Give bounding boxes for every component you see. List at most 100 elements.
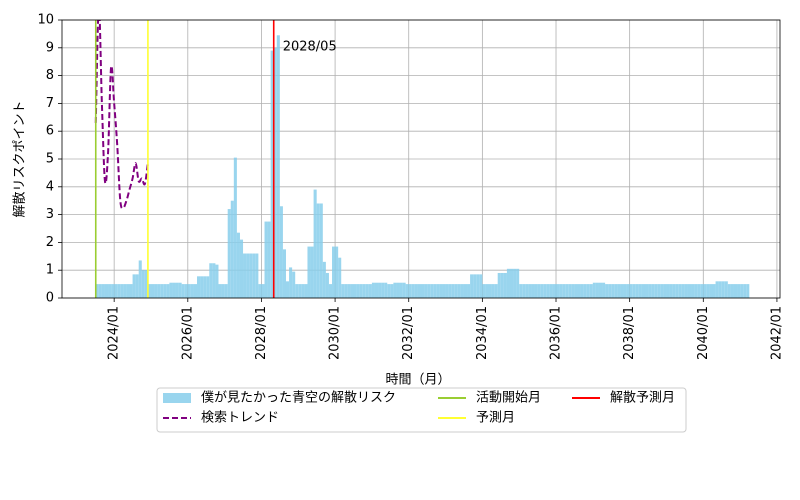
bar <box>549 284 553 298</box>
bar <box>727 284 731 298</box>
x-tick-label: 2032/01 <box>401 306 416 360</box>
bar <box>147 284 151 298</box>
bar <box>721 281 725 298</box>
bar <box>276 35 280 298</box>
bar <box>316 203 320 298</box>
bar <box>215 264 219 298</box>
bar <box>393 282 397 298</box>
bar <box>135 274 139 298</box>
y-tick-label: 4 <box>46 179 54 194</box>
bar <box>356 284 360 298</box>
bar <box>525 284 529 298</box>
bar <box>292 271 296 298</box>
bar <box>273 47 277 298</box>
bar <box>623 284 627 298</box>
bar <box>267 221 271 298</box>
bar <box>730 284 734 298</box>
y-tick-label: 9 <box>46 40 54 55</box>
bar <box>516 268 520 298</box>
y-tick-label: 10 <box>37 13 54 28</box>
bar <box>332 246 336 298</box>
bar <box>571 284 575 298</box>
bar <box>298 284 302 298</box>
bar <box>500 272 504 298</box>
bar <box>304 284 308 298</box>
bar <box>279 206 283 298</box>
bar <box>663 284 667 298</box>
bar <box>414 284 418 298</box>
bar <box>666 284 670 298</box>
bar <box>482 284 486 298</box>
legend-label: 検索トレンド <box>201 411 279 426</box>
bar <box>476 274 480 298</box>
bar <box>150 284 155 298</box>
bar <box>163 284 167 298</box>
bar <box>117 284 121 298</box>
bar <box>519 284 523 298</box>
bar <box>586 284 590 298</box>
bar <box>325 272 329 298</box>
bar <box>98 284 102 298</box>
bar <box>534 284 538 298</box>
bar <box>249 253 253 298</box>
bar <box>442 284 446 298</box>
bar <box>178 282 182 298</box>
bar <box>733 284 738 298</box>
x-tick-label: 2038/01 <box>622 306 637 360</box>
bar <box>255 253 259 298</box>
bar <box>399 282 403 298</box>
bar <box>209 263 213 298</box>
bar <box>467 284 471 298</box>
bar <box>546 284 550 298</box>
x-tick-label: 2042/01 <box>769 306 784 360</box>
bar <box>408 284 412 298</box>
bar <box>243 253 247 298</box>
bar <box>675 284 679 298</box>
bar <box>608 284 612 298</box>
bar <box>439 284 443 298</box>
bar <box>252 253 256 298</box>
bar <box>378 282 382 298</box>
bar <box>95 284 99 298</box>
bar <box>648 284 652 298</box>
y-tick-label: 2 <box>46 235 54 250</box>
x-tick-label: 2036/01 <box>549 306 564 360</box>
bar <box>448 284 452 298</box>
bar <box>227 209 231 298</box>
bar <box>681 284 685 298</box>
bar <box>313 189 317 298</box>
bar <box>285 281 290 298</box>
bar <box>583 284 587 298</box>
grid <box>62 19 780 299</box>
bar <box>396 282 400 298</box>
bar <box>660 284 664 298</box>
bar <box>390 284 394 298</box>
bar <box>635 284 639 298</box>
legend-label: 僕が見たかった青空の解散リスク <box>201 391 396 406</box>
bar <box>715 281 719 298</box>
bar <box>602 282 606 298</box>
bar <box>417 284 421 298</box>
bar <box>193 284 198 298</box>
bar <box>157 284 161 298</box>
bar <box>485 284 489 298</box>
bar <box>289 267 293 298</box>
bar <box>651 284 655 298</box>
bar <box>430 284 434 298</box>
bar <box>371 282 375 298</box>
bar <box>126 284 130 298</box>
bar <box>595 282 599 298</box>
bar <box>224 284 228 298</box>
bar <box>347 284 351 298</box>
bar <box>460 284 464 298</box>
bar <box>644 284 649 298</box>
y-tick-label: 1 <box>46 263 54 278</box>
bar <box>463 284 468 298</box>
bar <box>359 284 363 298</box>
bar <box>246 253 250 298</box>
bar <box>451 284 455 298</box>
bar <box>697 284 701 298</box>
bar <box>617 284 621 298</box>
y-tick-label: 3 <box>46 207 54 222</box>
